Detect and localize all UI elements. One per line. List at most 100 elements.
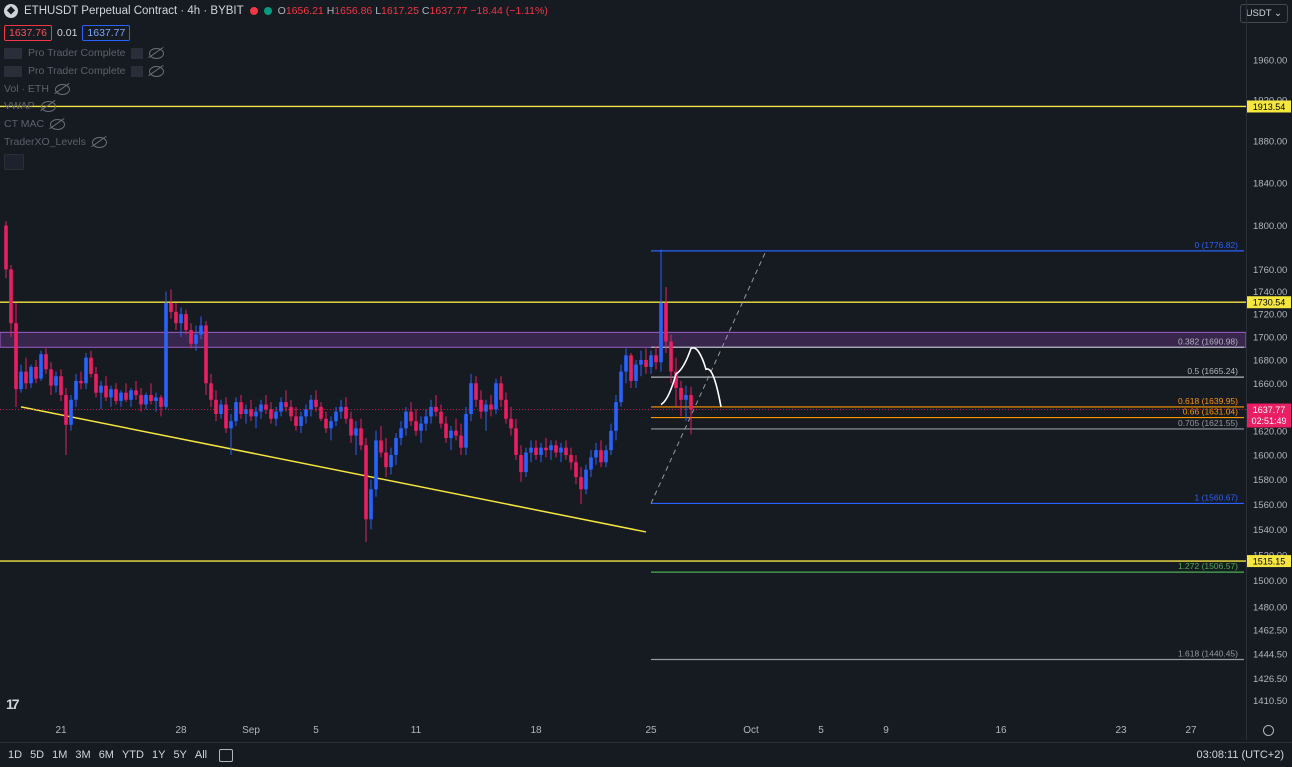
candle-body [594, 450, 598, 458]
candle-body [209, 383, 213, 400]
hidden-eye-icon[interactable] [50, 118, 66, 130]
hidden-eye-icon[interactable] [149, 65, 165, 77]
candle-body [379, 440, 383, 453]
candle-body [99, 385, 103, 393]
symbol-header: ◆ ETHUSDT Perpetual Contract · 4h · BYBI… [4, 4, 548, 18]
range-1m-button[interactable]: 1M [52, 749, 68, 761]
price-tick-label: 1462.50 [1253, 625, 1287, 636]
hidden-eye-icon[interactable] [91, 136, 107, 148]
indicator-color-swatch [131, 47, 144, 59]
candle-body [444, 423, 448, 439]
candle-body [614, 402, 618, 431]
descending-trendline [20, 406, 647, 533]
time-tick-label: 27 [1185, 725, 1197, 736]
range-3m-button[interactable]: 3M [75, 749, 91, 761]
candle-body [324, 418, 328, 429]
candle-body [304, 409, 308, 417]
candle-body [374, 440, 378, 490]
sell-button[interactable]: 1637.76 [4, 25, 52, 41]
indicator-legend-item[interactable]: Pro Trader Complete [4, 47, 165, 59]
range-6m-button[interactable]: 6M [98, 749, 114, 761]
candle-body [69, 399, 73, 425]
candle-body [414, 421, 418, 431]
indicator-color-swatch [4, 47, 22, 59]
fib-level-label: 0.66 (1631.04) [1183, 407, 1238, 417]
time-tick-label: 25 [645, 725, 657, 736]
supply-zone [0, 331, 1247, 348]
range-1d-button[interactable]: 1D [8, 749, 23, 761]
collapse-legend-button[interactable] [4, 154, 24, 170]
candle-body [354, 428, 358, 436]
indicator-color-swatch [131, 65, 144, 77]
price-tick-label: 1740.00 [1253, 287, 1287, 298]
candle-body [334, 411, 338, 422]
candle-body [479, 399, 483, 412]
candle-body [369, 489, 373, 520]
hidden-eye-icon[interactable] [54, 83, 70, 95]
indicator-legend-item[interactable]: Vol · ETH [4, 83, 70, 95]
hidden-eye-icon[interactable] [40, 100, 56, 112]
candle-body [449, 430, 453, 439]
range-1y-button[interactable]: 1Y [151, 749, 166, 761]
currency-select[interactable]: USDT ⌄ [1239, 4, 1288, 23]
candle-body [84, 357, 88, 384]
candle-body [79, 380, 83, 384]
candle-body [474, 383, 478, 400]
time-tick-label: 16 [995, 725, 1007, 736]
price-tick-label: 1880.00 [1253, 136, 1287, 147]
settings-gear-icon[interactable] [1263, 725, 1274, 736]
candle-body [229, 421, 233, 429]
ohlc-values: O1656.21 H1656.86 L1617.25 C1637.77 −18.… [277, 5, 548, 17]
candle-body [14, 323, 18, 390]
candle-body [234, 402, 238, 422]
range-ytd-button[interactable]: YTD [121, 749, 144, 761]
fib-level-label: 0.382 (1690.98) [1178, 336, 1238, 346]
candle-body [284, 402, 288, 407]
candle-body [559, 447, 563, 453]
range-5y-button[interactable]: 5Y [173, 749, 187, 761]
candle-body [649, 355, 653, 367]
candle-body [309, 399, 313, 410]
candle-body [349, 418, 353, 436]
clock-readout[interactable]: 03:08:11 (UTC+2) [1196, 749, 1284, 761]
chevron-up-icon[interactable] [4, 154, 24, 170]
symbol-title[interactable]: ETHUSDT Perpetual Contract · 4h · BYBIT [24, 5, 244, 17]
calendar-icon[interactable] [219, 748, 234, 762]
candle-body [149, 395, 153, 401]
range-5d-button[interactable]: 5D [30, 749, 45, 761]
candle-body [659, 302, 663, 363]
price-tick-label: 1800.00 [1253, 221, 1287, 232]
candle-body [109, 389, 113, 398]
price-tick-label: 1444.50 [1253, 650, 1287, 661]
candle-body [644, 359, 648, 367]
indicator-legend-item[interactable]: TraderXO_Levels [4, 136, 107, 148]
candle-body [599, 450, 603, 463]
candle-body [409, 411, 413, 422]
candle-body [569, 454, 573, 463]
indicator-color-swatch [4, 65, 22, 77]
candle-body [439, 411, 443, 424]
indicator-legend-item[interactable]: CT MAC [4, 118, 66, 130]
price-tick-label: 1426.50 [1253, 674, 1287, 685]
candle-body [19, 371, 23, 390]
candle-body [239, 402, 243, 415]
candle-body [674, 371, 678, 388]
indicator-legend-item[interactable]: Pro Trader Complete [4, 65, 165, 77]
candle-body [194, 334, 198, 344]
candle-body [139, 395, 143, 405]
candle-body [184, 314, 188, 331]
buy-button[interactable]: 1637.77 [82, 25, 131, 41]
hidden-eye-icon[interactable] [149, 47, 165, 59]
candle-body [634, 364, 638, 381]
candle-body [134, 390, 138, 396]
time-tick-label: Oct [743, 725, 759, 736]
fib-level-label: 0.618 (1639.95) [1178, 396, 1238, 406]
candle-body [29, 366, 33, 384]
candle-body [544, 447, 548, 451]
price-chart[interactable]: 1960.001920.001880.001840.001800.001760.… [0, 0, 1292, 742]
candle-body [524, 452, 528, 473]
range-all-button[interactable]: All [194, 749, 208, 761]
price-axis-separator [1246, 0, 1247, 740]
indicator-legend-item[interactable]: VWAP [4, 100, 56, 112]
candle-body [289, 406, 293, 417]
